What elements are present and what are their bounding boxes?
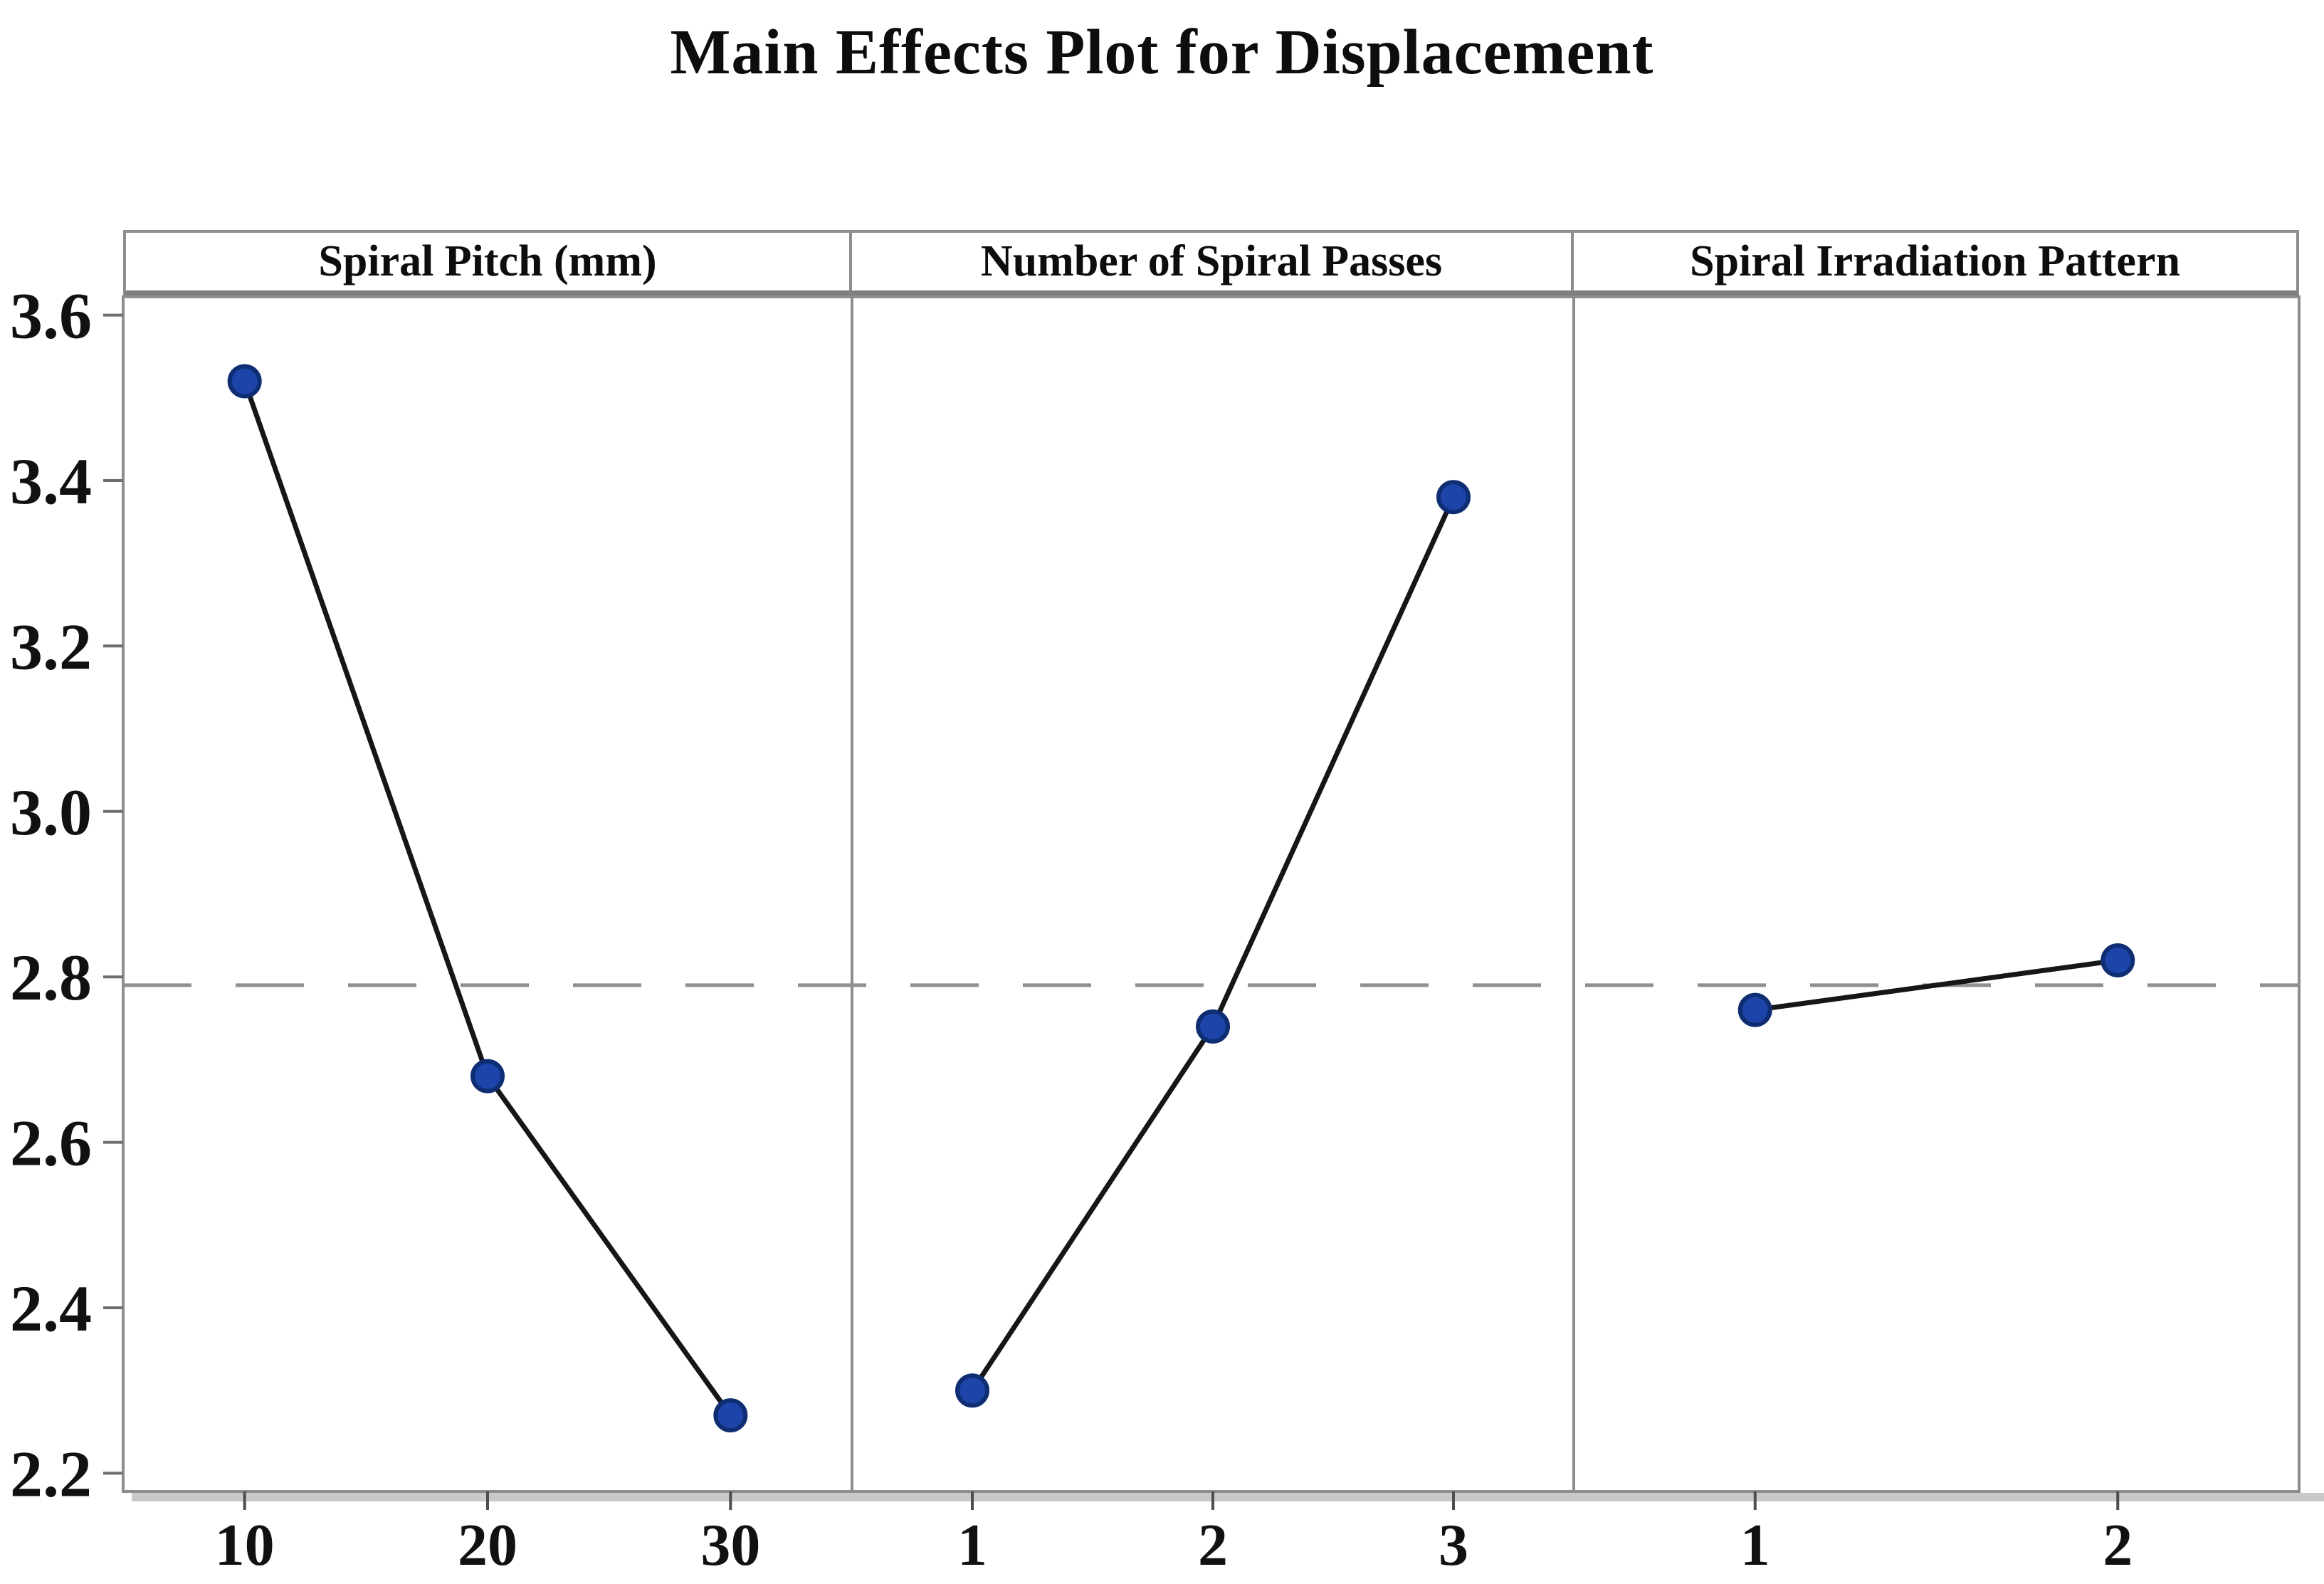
y-tick-label: 3.2 [10, 610, 92, 683]
x-tick-label: 2 [2103, 1512, 2133, 1578]
panel-header-spiral-pitch: Spiral Pitch (mm) [126, 233, 852, 290]
panel-header-irradiation-pattern: Spiral Irradiation Pattern [1574, 233, 2296, 290]
y-tick-label: 2.8 [10, 941, 92, 1014]
x-tick-label: 3 [1439, 1512, 1468, 1578]
x-tick-label: 1 [1740, 1512, 1770, 1578]
panel-header-label: Spiral Irradiation Pattern [1690, 237, 2180, 285]
data-point [1196, 1009, 1230, 1044]
x-tick-label: 10 [215, 1512, 275, 1578]
y-tick-label: 2.6 [10, 1107, 92, 1180]
chart-title: Main Effects Plot for Displacement [670, 17, 1654, 88]
data-point [1436, 480, 1471, 515]
frame-shadow [132, 1493, 2324, 1501]
panel-header-label: Number of Spiral Passes [980, 237, 1443, 285]
x-tick-label: 30 [700, 1512, 760, 1578]
y-tick-label: 2.4 [10, 1272, 92, 1345]
y-tick-label: 3.4 [10, 445, 92, 518]
data-point [227, 364, 262, 399]
series-line [1752, 958, 2120, 1013]
data-point [713, 1398, 748, 1433]
panel-header-number-of-passes: Number of Spiral Passes [852, 233, 1574, 290]
data-point [2100, 943, 2135, 977]
data-point [1737, 992, 1772, 1027]
panel-header-label: Spiral Pitch (mm) [318, 237, 657, 285]
y-tick-label: 2.2 [10, 1437, 92, 1510]
x-tick-label: 2 [1198, 1512, 1228, 1578]
x-tick-label: 20 [458, 1512, 517, 1578]
panel-header-row: Spiral Pitch (mm) Number of Spiral Passe… [123, 230, 2299, 297]
plot-frame [122, 295, 2301, 1493]
y-tick-label: 3.0 [10, 776, 92, 849]
data-point [955, 1373, 989, 1408]
x-tick-label: 1 [957, 1512, 987, 1578]
y-tick-label: 3.6 [10, 280, 92, 352]
data-point [470, 1059, 505, 1093]
